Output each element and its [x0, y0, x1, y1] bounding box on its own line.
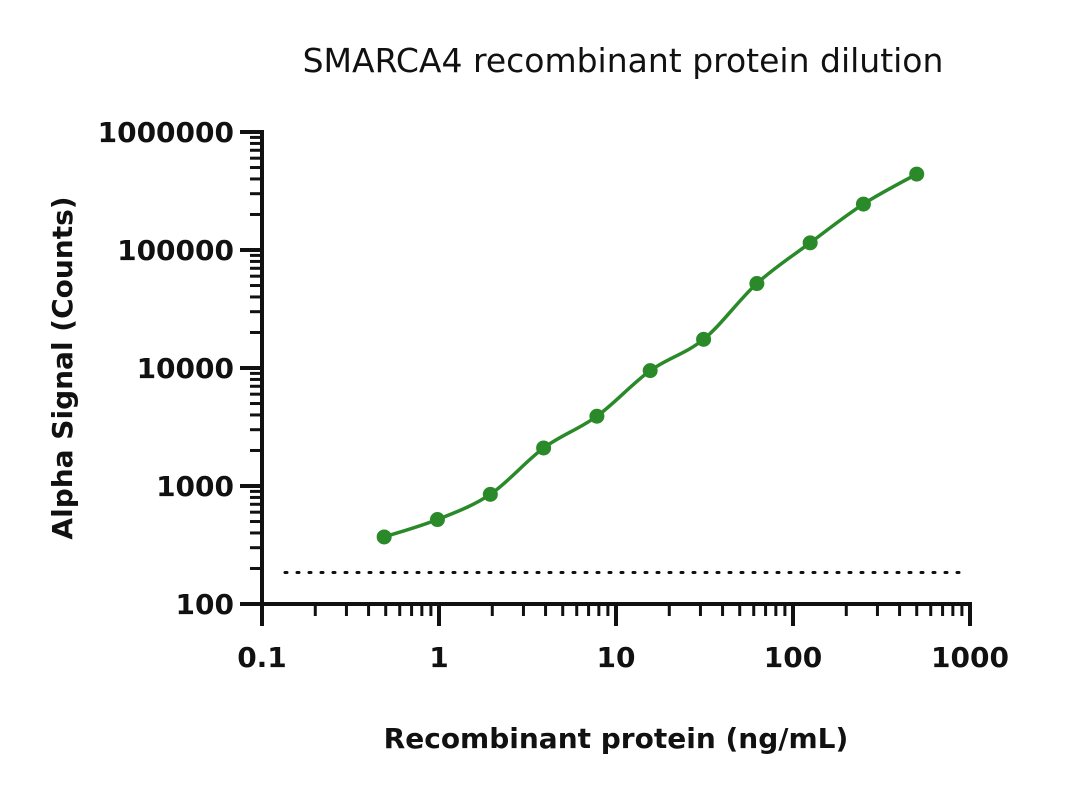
data-point [482, 486, 498, 502]
x-tick-label: 100 [764, 641, 822, 674]
chart-title: SMARCA4 recombinant protein dilution [303, 41, 944, 80]
data-point [589, 408, 605, 424]
y-tick-label: 1000000 [98, 116, 234, 149]
y-tick-label: 100 [176, 588, 234, 621]
y-tick-label: 1000 [156, 470, 234, 503]
x-tick-label: 0.1 [237, 641, 287, 674]
data-point [696, 331, 712, 347]
y-axis-label: Alpha Signal (Counts) [46, 196, 79, 539]
y-tick-label: 10000 [137, 352, 234, 385]
data-point [749, 276, 765, 292]
data-point [536, 440, 552, 456]
x-tick-label: 10 [597, 641, 636, 674]
x-tick-label: 1 [429, 641, 448, 674]
data-point [802, 235, 818, 251]
y-tick-label: 100000 [117, 234, 234, 267]
axes-group: 100 1000 10000 100000 1000000 0.1 1 10 100 1000 [98, 116, 1009, 674]
plot-group [283, 166, 964, 574]
fit-curve [382, 172, 919, 539]
data-point [855, 196, 871, 212]
data-point [909, 166, 925, 182]
x-axis-label: Recombinant protein (ng/mL) [384, 722, 849, 755]
data-point [376, 529, 392, 545]
x-tick-label: 1000 [931, 641, 1009, 674]
data-point [642, 363, 658, 379]
data-point [429, 512, 445, 528]
